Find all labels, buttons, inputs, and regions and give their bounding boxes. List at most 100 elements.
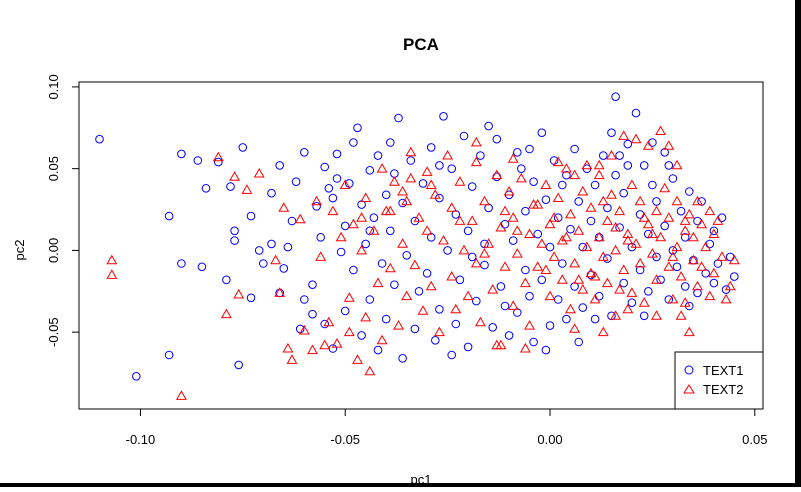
point-text2-152 [630, 133, 642, 144]
point-text2-83 [540, 179, 552, 189]
point-text2-145 [712, 215, 724, 225]
y-tick-label-1: 0.00 [46, 238, 61, 263]
point-text1-55 [377, 259, 387, 268]
point-text2-141 [700, 241, 712, 252]
point-text2-169 [692, 195, 703, 206]
point-text1-52 [369, 213, 379, 222]
point-text2-149 [728, 254, 740, 265]
point-text1-146 [639, 161, 649, 170]
point-text1-178 [435, 161, 444, 170]
point-text2-107 [610, 244, 622, 255]
point-text1-193 [332, 174, 342, 183]
point-text1-12 [230, 236, 239, 245]
point-text2-162 [470, 136, 482, 147]
point-text1-124 [578, 303, 588, 312]
point-text1-159 [676, 206, 686, 216]
point-text1-83 [463, 226, 473, 236]
point-text1-47 [357, 331, 366, 340]
point-text1-179 [467, 252, 477, 262]
point-text2-23 [335, 231, 347, 242]
point-text2-64 [474, 316, 486, 327]
point-text1-54 [373, 151, 383, 160]
legend-circle-icon [684, 365, 694, 375]
point-text1-19 [259, 259, 268, 268]
x-tick-label-2: 0.00 [537, 432, 562, 447]
point-text2-173 [638, 212, 650, 222]
point-text1-180 [500, 301, 510, 311]
point-text1-104 [525, 291, 534, 301]
point-text1-61 [394, 113, 403, 123]
point-text1-102 [521, 265, 530, 275]
point-text2-160 [495, 339, 507, 350]
point-text2-136 [687, 254, 699, 265]
point-text2-1 [106, 269, 118, 279]
point-text2-97 [581, 241, 593, 252]
point-text2-70 [495, 221, 507, 232]
point-text2-47 [417, 305, 429, 315]
point-text1-25 [283, 242, 293, 252]
point-text1-138 [619, 278, 629, 288]
point-text1-66 [410, 324, 420, 334]
point-text2-150 [581, 159, 593, 170]
point-text2-89 [556, 234, 568, 245]
point-text2-140 [696, 261, 708, 271]
point-text2-111 [618, 130, 630, 140]
point-text1-156 [668, 174, 678, 183]
point-text2-120 [642, 140, 654, 150]
point-text2-164 [569, 169, 581, 180]
chart-title: PCA [403, 35, 439, 54]
legend-label-text2: TEXT2 [703, 382, 743, 397]
point-text2-172 [610, 221, 622, 232]
point-text1-118 [562, 314, 571, 324]
point-text2-127 [663, 261, 675, 271]
point-text2-87 [552, 192, 564, 202]
point-text1-101 [517, 164, 526, 173]
y-tick-label-3: 0.10 [46, 74, 61, 99]
point-text2-90 [560, 163, 572, 173]
point-text1-45 [349, 138, 358, 147]
point-text1-10 [222, 275, 231, 285]
point-text2-31 [360, 311, 372, 322]
point-text2-186 [397, 185, 409, 196]
point-text2-5 [229, 171, 241, 181]
point-text2-60 [462, 290, 474, 301]
series-text2 [106, 125, 740, 400]
point-text2-103 [597, 251, 609, 261]
point-text1-27 [291, 177, 301, 186]
y-tick-label-2: 0.05 [46, 156, 61, 181]
point-text1-75 [435, 305, 444, 314]
point-text2-123 [651, 274, 662, 284]
point-text2-21 [327, 205, 339, 216]
point-text2-35 [376, 163, 388, 173]
x-tick-label-1: -0.05 [330, 432, 360, 447]
point-text1-20 [267, 239, 276, 249]
point-text2-77 [519, 277, 531, 288]
point-text2-36 [376, 334, 388, 345]
point-text2-158 [569, 323, 581, 333]
point-text1-161 [680, 233, 690, 242]
point-text1-181 [558, 180, 567, 190]
point-text1-141 [627, 298, 637, 308]
point-text2-93 [569, 257, 581, 268]
point-text2-44 [405, 146, 417, 157]
point-text2-153 [663, 140, 675, 150]
point-text2-46 [413, 212, 425, 222]
point-text1-31 [308, 280, 317, 290]
point-text1-183 [615, 151, 624, 160]
point-text1-3 [164, 211, 174, 221]
point-text2-26 [343, 326, 355, 337]
point-text2-187 [405, 172, 417, 183]
point-text2-49 [421, 225, 433, 235]
point-text2-51 [429, 189, 441, 199]
point-text1-84 [463, 342, 473, 352]
point-text1-105 [529, 177, 538, 186]
point-text1-5 [177, 259, 186, 268]
point-text1-53 [373, 345, 383, 355]
point-text1-17 [246, 211, 256, 221]
point-text2-100 [589, 293, 601, 304]
point-text2-14 [294, 213, 306, 224]
x-tick-label-3: 0.05 [742, 432, 767, 447]
point-text2-20 [323, 316, 335, 327]
point-text2-101 [593, 231, 605, 242]
